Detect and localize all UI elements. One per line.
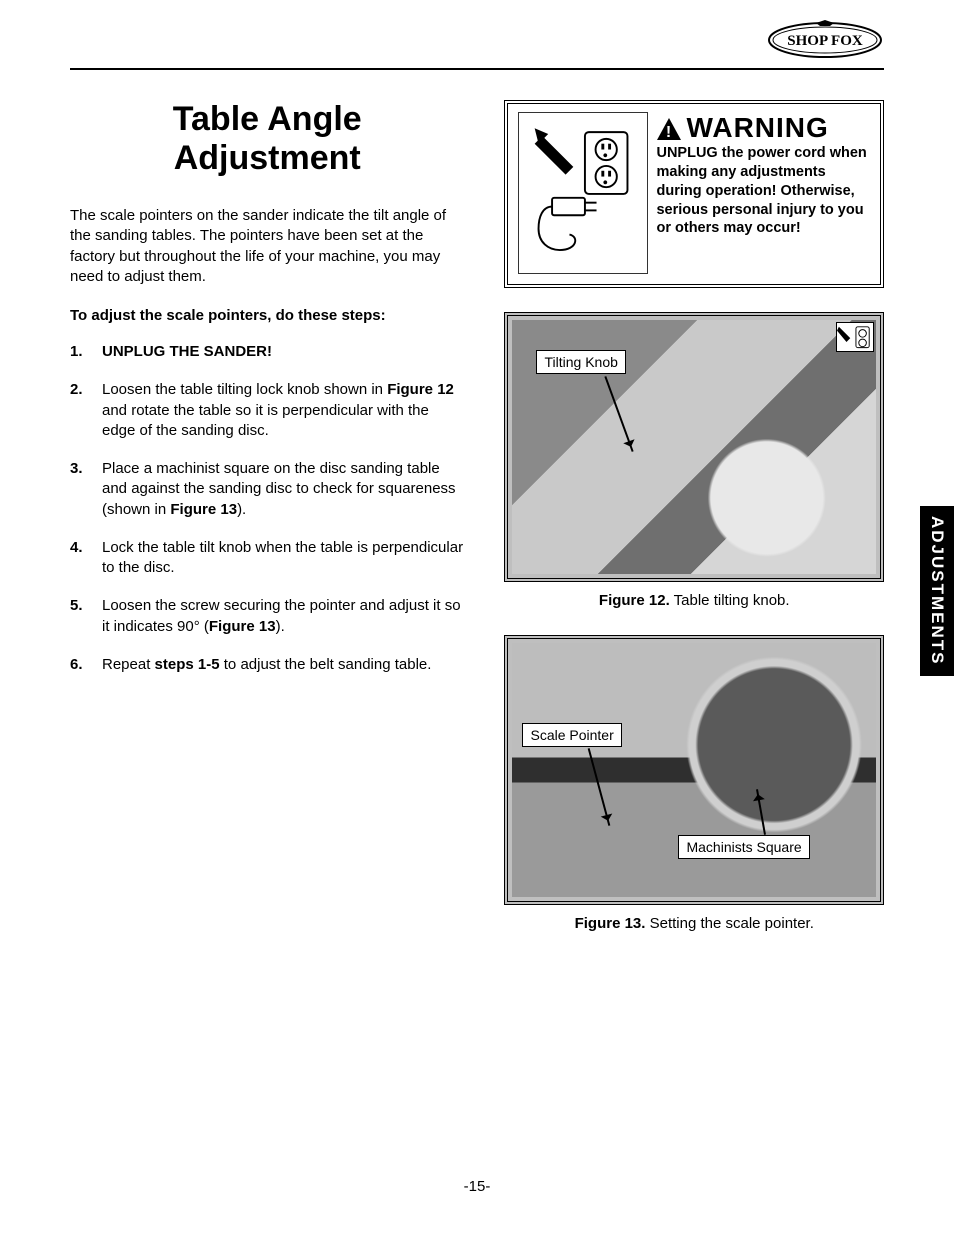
callout-tilting-knob: Tilting Knob bbox=[536, 350, 625, 374]
page-content: Table Angle Adjustment The scale pointer… bbox=[70, 70, 884, 958]
step-4: Lock the table tilt knob when the table … bbox=[70, 538, 464, 579]
step-3: Place a machinist square on the disc san… bbox=[70, 459, 464, 520]
figure-12-caption: Figure 12. Table tilting knob. bbox=[504, 592, 884, 609]
unplug-illustration bbox=[518, 112, 648, 274]
page-header: SHOP FOX bbox=[70, 20, 884, 70]
figure-12: Tilting Knob bbox=[504, 312, 884, 582]
steps-list: UNPLUG THE SANDER! Loosen the table tilt… bbox=[70, 342, 464, 675]
right-column: ! WARNING UNPLUG the power cord when mak… bbox=[504, 100, 884, 958]
brand-logo: SHOP FOX bbox=[766, 20, 884, 60]
step-5: Loosen the screw securing the pointer an… bbox=[70, 596, 464, 637]
warning-triangle-icon: ! bbox=[656, 116, 682, 140]
title-line-2: Adjustment bbox=[174, 139, 361, 177]
title-line-1: Table Angle bbox=[173, 100, 362, 138]
callout-scale-pointer: Scale Pointer bbox=[522, 723, 621, 747]
figure-13-caption: Figure 13. Setting the scale pointer. bbox=[504, 915, 884, 932]
step-6: Repeat steps 1-5 to adjust the belt sand… bbox=[70, 655, 464, 675]
svg-text:!: ! bbox=[666, 124, 672, 141]
step-1: UNPLUG THE SANDER! bbox=[70, 342, 464, 362]
warning-text: ! WARNING UNPLUG the power cord when mak… bbox=[656, 112, 870, 274]
step-2: Loosen the table tilting lock knob shown… bbox=[70, 380, 464, 441]
warning-body: UNPLUG the power cord when making any ad… bbox=[656, 144, 870, 238]
warning-heading-text: WARNING bbox=[686, 112, 828, 144]
unplug-mini-icon bbox=[836, 322, 874, 352]
section-tab: ADJUSTMENTS bbox=[920, 506, 954, 676]
left-column: Table Angle Adjustment The scale pointer… bbox=[70, 100, 464, 958]
brand-text: SHOP FOX bbox=[787, 33, 863, 49]
callout-machinists-square: Machinists Square bbox=[678, 835, 809, 859]
intro-paragraph: The scale pointers on the sander indicat… bbox=[70, 206, 464, 287]
steps-lead: To adjust the scale pointers, do these s… bbox=[70, 307, 464, 324]
page-number: -15- bbox=[0, 1178, 954, 1195]
warning-box: ! WARNING UNPLUG the power cord when mak… bbox=[504, 100, 884, 288]
warning-heading: ! WARNING bbox=[656, 112, 870, 144]
manual-page: SHOP FOX Table Angle Adjustment The scal… bbox=[0, 0, 954, 1235]
figure-13: Scale Pointer Machinists Square bbox=[504, 635, 884, 905]
section-title: Table Angle Adjustment bbox=[70, 100, 464, 178]
